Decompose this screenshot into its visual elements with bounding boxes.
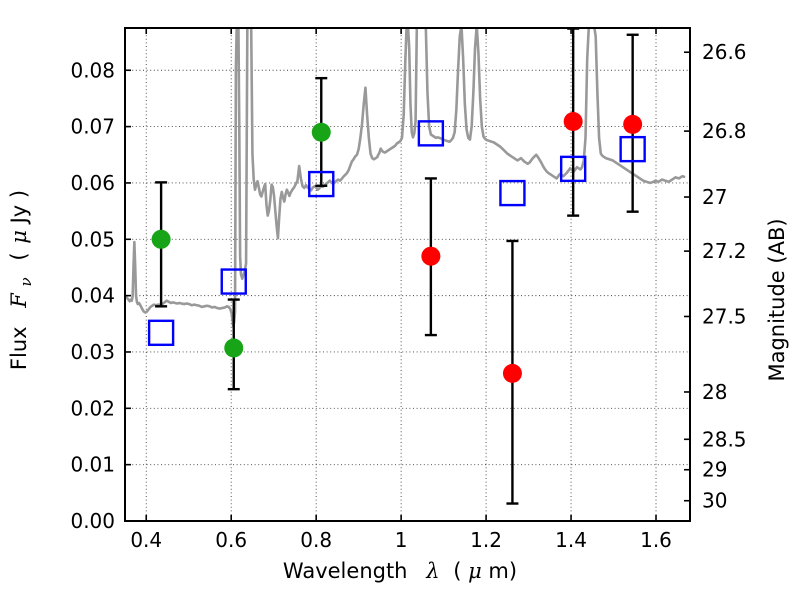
model-square-marker bbox=[559, 155, 587, 183]
svg-text:Wavelength λ (: Wavelength λ ( μ m) bbox=[283, 559, 517, 583]
x-tick-label: 0.8 bbox=[300, 528, 332, 552]
right-tick-label: 26.8 bbox=[702, 119, 747, 143]
red-data-point bbox=[563, 112, 583, 132]
y-tick-label: 0.06 bbox=[70, 171, 115, 195]
green-data-point bbox=[151, 229, 171, 249]
observed-photometry-points bbox=[151, 112, 643, 383]
y-tick-label: 0.01 bbox=[70, 453, 115, 477]
right-tick-labels: 26.6 26.8 27 27.2 27.5 28 28.5 29 30 bbox=[702, 40, 747, 512]
y-tick-label: 0.02 bbox=[70, 396, 115, 420]
y-tick-label: 0.03 bbox=[70, 340, 115, 364]
x-tick-label: 1.4 bbox=[555, 528, 587, 552]
right-tick-label: 29 bbox=[702, 458, 727, 482]
x-tick-label: 1 bbox=[395, 528, 408, 552]
model-square-marker bbox=[619, 135, 646, 163]
x-tick-label: 0.6 bbox=[215, 528, 247, 552]
right-tick-label: 27 bbox=[702, 185, 727, 209]
y-tick-label: 0.05 bbox=[70, 227, 115, 251]
y-axis-label-left: Flux F ν ( μ Jy ) bbox=[7, 190, 36, 370]
right-tick-label: 30 bbox=[702, 489, 727, 513]
y-tick-label: 0.00 bbox=[70, 509, 115, 533]
axes-border bbox=[124, 27, 691, 522]
x-axis-label: Wavelength λ ( μ m) bbox=[283, 559, 517, 583]
red-data-point bbox=[502, 363, 522, 383]
y-tick-label: 0.07 bbox=[70, 115, 115, 139]
x-tick-label: 1.6 bbox=[640, 528, 672, 552]
axes-frame bbox=[124, 27, 691, 522]
red-data-point bbox=[623, 114, 643, 134]
y-tick-label: 0.08 bbox=[70, 58, 115, 82]
green-data-point bbox=[224, 338, 244, 358]
y-tick-labels: 0.00 0.01 0.02 0.03 0.04 0.05 0.06 0.07 0.08 bbox=[70, 58, 115, 533]
x-tick-label: 1.2 bbox=[470, 528, 502, 552]
red-data-point bbox=[421, 246, 441, 266]
model-square-marker bbox=[147, 319, 175, 347]
right-tick-label: 27.2 bbox=[702, 239, 747, 263]
model-square-marker bbox=[308, 170, 335, 198]
green-data-point bbox=[311, 122, 331, 142]
svg-text:Magnitude (AB): Magnitude (AB) bbox=[765, 218, 789, 381]
svg-text:Flux F ν: Flux F ν ( μ Jy ) bbox=[7, 190, 36, 370]
errorbar-layer bbox=[155, 27, 639, 505]
x-tick-labels: 0.4 0.6 0.8 1 1.2 1.4 1.6 bbox=[130, 528, 672, 552]
right-tick-label: 27.5 bbox=[702, 304, 747, 328]
right-tick-label: 28.5 bbox=[702, 427, 747, 451]
y-tick-label: 0.04 bbox=[70, 284, 115, 308]
model-square-marker bbox=[220, 268, 247, 295]
x-tick-label: 0.4 bbox=[130, 528, 162, 552]
model-square-marker bbox=[417, 120, 445, 147]
model-square-marker bbox=[499, 179, 526, 207]
y-axis-label-right: Magnitude (AB) bbox=[765, 218, 789, 381]
right-tick-label: 28 bbox=[702, 380, 727, 404]
model-photometry-squares bbox=[147, 120, 646, 347]
grid-layer bbox=[125, 28, 690, 521]
right-tick-label: 26.6 bbox=[702, 40, 747, 64]
